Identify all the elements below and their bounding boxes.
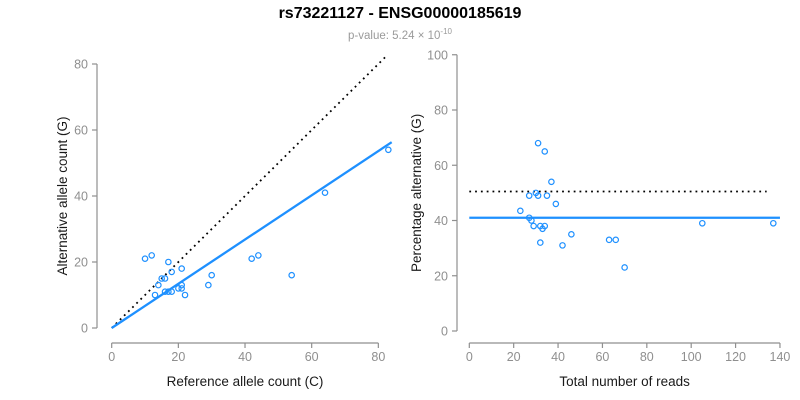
data-point [168, 288, 175, 296]
x-tick-label: 100 [681, 350, 702, 364]
data-point [155, 281, 162, 289]
x-tick-label: 20 [507, 350, 521, 364]
data-point [541, 148, 549, 155]
x-tick-label: 140 [770, 350, 791, 364]
data-point [537, 239, 544, 246]
data-point [525, 192, 533, 199]
x-tick-label: 0 [108, 350, 115, 364]
data-point [161, 275, 169, 282]
figure-header: rs73221127 - ENSG00000185619 p-value: 5.… [0, 4, 800, 43]
fit-line [111, 141, 393, 329]
data-point [161, 288, 169, 296]
data-point [158, 275, 165, 282]
data-point [321, 189, 329, 197]
data-point [168, 268, 175, 276]
y-axis-title: Percentage alternative (G) [409, 114, 424, 272]
y-axis-title: Alternative allele count (G) [55, 116, 70, 275]
x-tick-label: 120 [725, 350, 746, 364]
data-point [208, 271, 215, 279]
x-axis-title: Total number of reads [559, 374, 690, 389]
x-tick-label: 80 [371, 350, 385, 364]
left-scatter-plot: 0 20 40 60 80 0 20 40 60 80 Reference allele count… [55, 55, 393, 389]
y-tick-label: 0 [81, 322, 88, 336]
y-tick-label: 40 [434, 214, 448, 228]
data-point [248, 255, 255, 263]
y-tick-label: 40 [74, 190, 88, 204]
data-point [534, 139, 542, 147]
y-tick-label: 80 [74, 58, 88, 72]
x-tick-label: 40 [551, 350, 565, 364]
data-point [178, 281, 185, 289]
data-point [165, 258, 172, 266]
data-point [534, 192, 542, 199]
y-tick-label: 20 [74, 256, 88, 270]
data-point [621, 264, 628, 271]
x-tick-label: 80 [640, 350, 654, 364]
x-tick-label: 60 [305, 350, 319, 364]
data-point [288, 271, 295, 279]
figure-subtitle: p-value: 5.24 × 10-10 [0, 25, 800, 43]
data-point [543, 192, 551, 199]
data-point [552, 200, 560, 208]
y-tick-label: 20 [434, 269, 448, 283]
x-tick-label: 0 [466, 350, 473, 364]
data-point [255, 252, 262, 259]
data-point [548, 178, 555, 186]
data-point [178, 265, 185, 272]
identity-line [111, 55, 387, 329]
x-tick-label: 40 [238, 350, 252, 364]
data-point [605, 236, 613, 244]
y-tick-label: 60 [434, 159, 448, 173]
data-point [517, 207, 524, 215]
data-point [541, 222, 549, 230]
data-point [181, 291, 189, 299]
x-tick-label: 60 [595, 350, 609, 364]
data-point [612, 236, 620, 244]
y-tick-label: 0 [441, 325, 448, 339]
y-tick-label: 60 [74, 124, 88, 138]
data-point [528, 217, 535, 224]
data-point [770, 219, 777, 227]
data-point [530, 222, 537, 230]
data-point [205, 281, 212, 289]
figure-title: rs73221127 - ENSG00000185619 [278, 5, 522, 22]
data-point [141, 255, 149, 263]
y-tick-label: 80 [434, 104, 448, 118]
data-point [151, 291, 159, 299]
data-point [175, 285, 182, 292]
data-point [178, 285, 185, 292]
x-tick-label: 20 [171, 350, 185, 364]
pvalue-exponent: -10 [440, 27, 452, 36]
data-point [385, 146, 392, 154]
data-point [568, 231, 575, 238]
y-tick-label: 100 [427, 48, 448, 62]
data-point [559, 242, 566, 249]
data-point [165, 288, 172, 296]
data-point [698, 219, 706, 227]
right-scatter-plot: 0 20 40 60 80 100 120 140 0 20 40 60 80 100 Total numb… [409, 48, 790, 389]
x-axis-title: Reference allele count (C) [167, 374, 324, 389]
pvalue-text: p-value: 5.24 × 10 [348, 29, 441, 42]
data-point [148, 252, 155, 259]
